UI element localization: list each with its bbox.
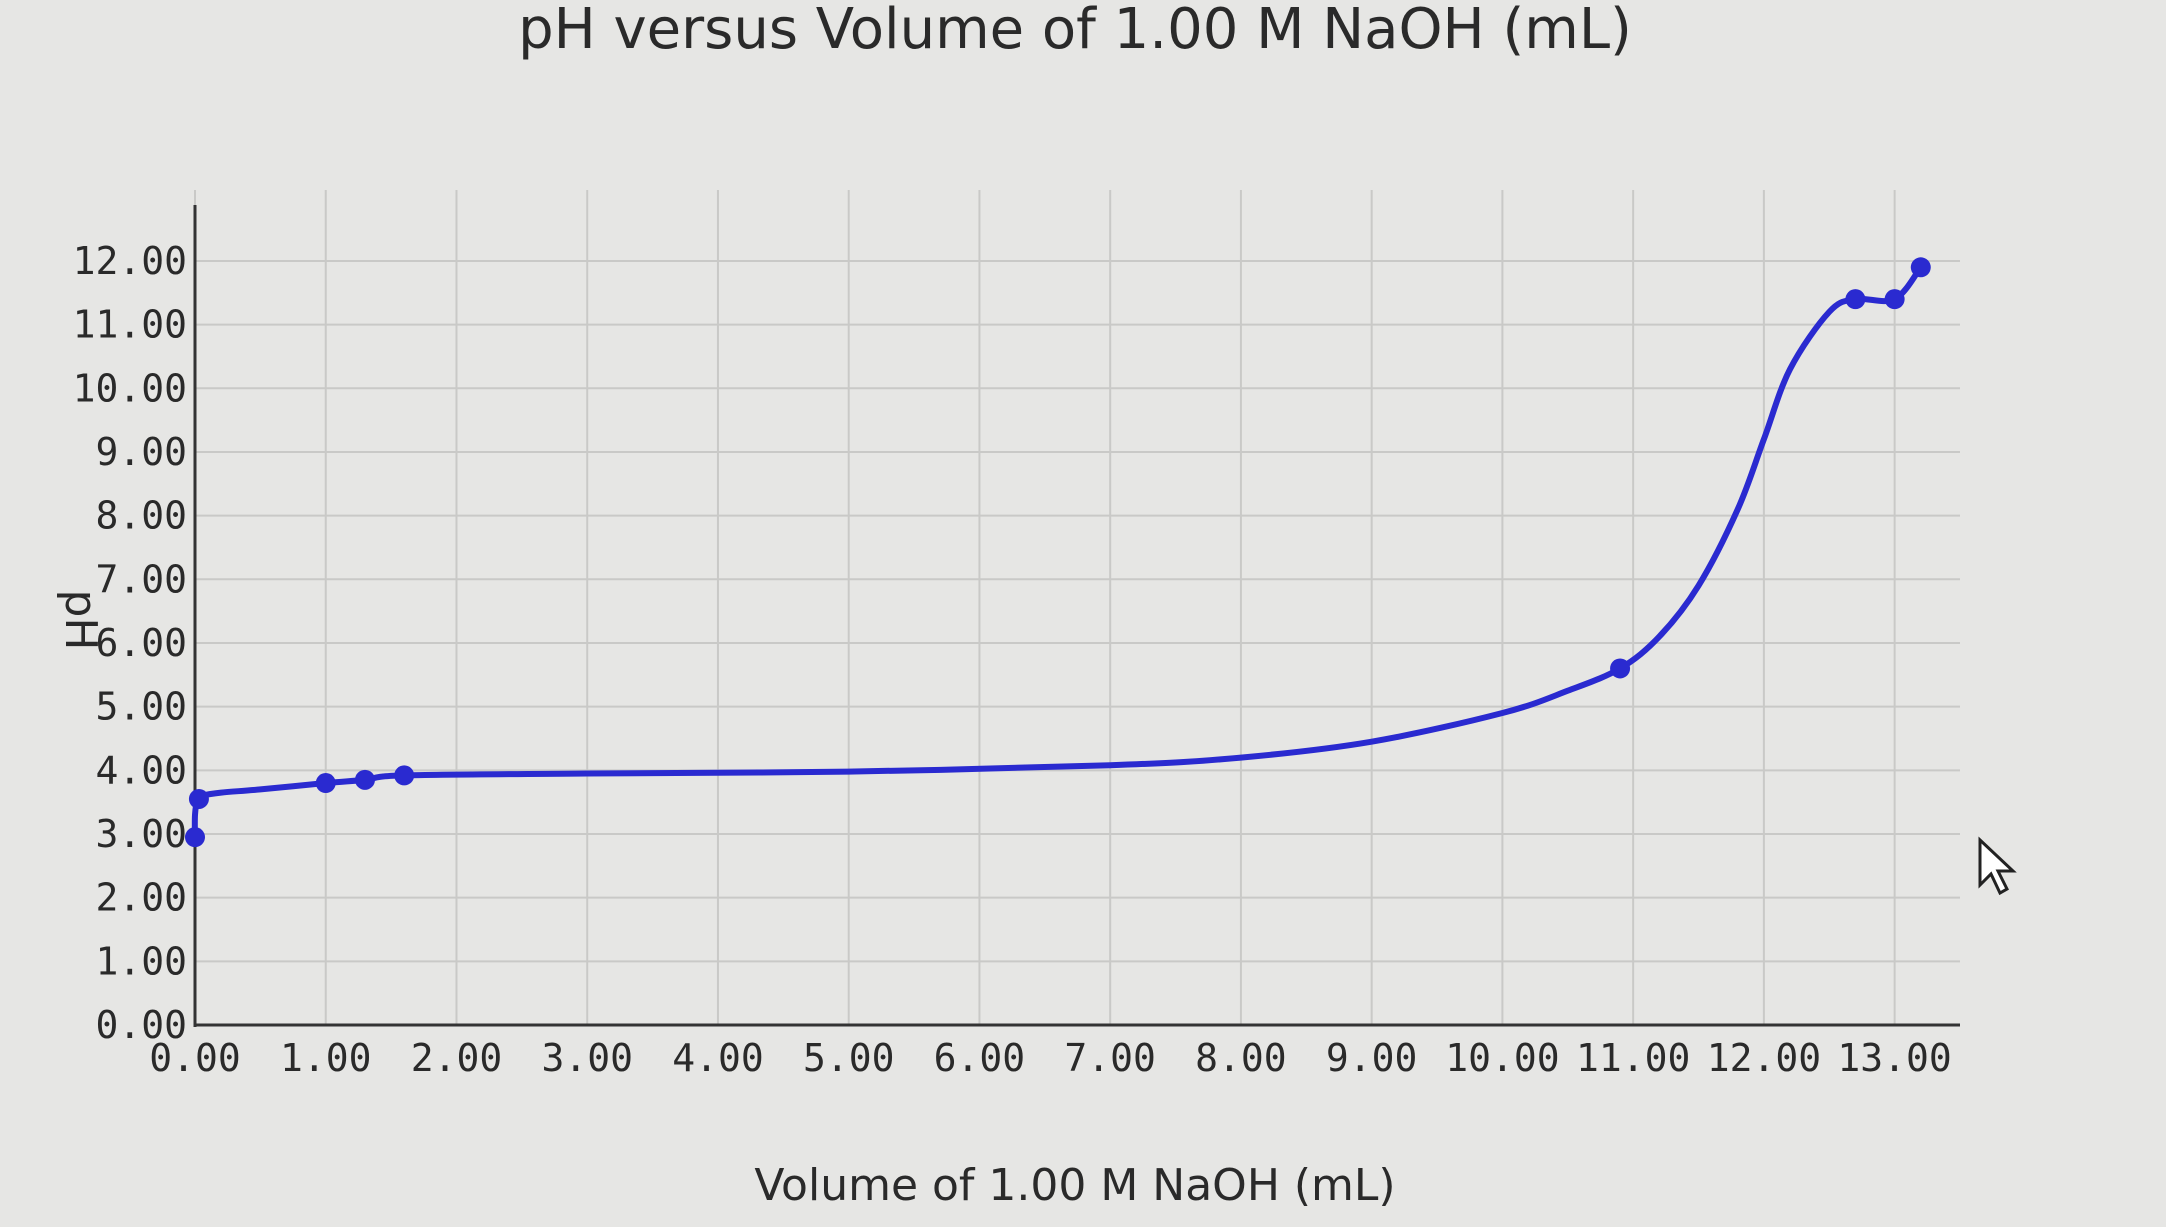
data-point bbox=[1845, 289, 1866, 310]
x-tick-label: 2.00 bbox=[411, 1036, 503, 1080]
x-tick-label: 6.00 bbox=[934, 1036, 1026, 1080]
y-tick-label: 1.00 bbox=[95, 939, 187, 983]
data-point bbox=[1910, 257, 1931, 278]
y-tick-label: 12.00 bbox=[73, 239, 187, 283]
tick-labels: 0.00 1.00 2.00 3.00 4.00 5.00 6.00 7.00 8.00 9.00… bbox=[73, 239, 1952, 1080]
mouse-cursor-icon bbox=[1978, 836, 2017, 896]
axes bbox=[193, 205, 1960, 1027]
x-tick-label: 12.00 bbox=[1707, 1036, 1821, 1080]
y-tick-label: 6.00 bbox=[95, 621, 187, 665]
y-tick-label: 10.00 bbox=[73, 366, 187, 410]
y-axis-label: pH bbox=[55, 589, 106, 650]
x-axis-label: Volume of 1.00 M NaOH (mL) bbox=[754, 1160, 1395, 1211]
x-tick-label: 3.00 bbox=[541, 1036, 633, 1080]
data-point bbox=[1610, 658, 1631, 679]
series-line-0 bbox=[191, 264, 1924, 844]
x-tick-label: 0.00 bbox=[149, 1036, 241, 1080]
chart-title: pH versus Volume of 1.00 M NaOH (mL) bbox=[518, 0, 1632, 62]
x-tick-label: 5.00 bbox=[803, 1036, 895, 1080]
y-tick-label: 8.00 bbox=[95, 494, 187, 538]
x-tick-label: 13.00 bbox=[1837, 1036, 1951, 1080]
x-tick-label: 11.00 bbox=[1576, 1036, 1690, 1080]
data-point bbox=[188, 788, 209, 809]
x-tick-label: 8.00 bbox=[1195, 1036, 1287, 1080]
y-tick-label: 0.00 bbox=[95, 1003, 187, 1047]
x-tick-label: 9.00 bbox=[1326, 1036, 1418, 1080]
y-tick-label: 4.00 bbox=[95, 748, 187, 792]
y-tick-label: 2.00 bbox=[95, 876, 187, 920]
y-tick-label: 5.00 bbox=[95, 685, 187, 729]
y-tick-label: 9.00 bbox=[95, 430, 187, 474]
y-tick-label: 7.00 bbox=[95, 557, 187, 601]
data-point bbox=[354, 769, 375, 790]
x-tick-label: 4.00 bbox=[672, 1036, 764, 1080]
x-tick-label: 1.00 bbox=[280, 1036, 372, 1080]
data-point bbox=[185, 827, 205, 848]
data-point bbox=[1884, 289, 1905, 310]
y-tick-label: 11.00 bbox=[73, 303, 187, 347]
data-point bbox=[394, 765, 415, 786]
grid bbox=[194, 190, 1960, 1026]
series bbox=[185, 257, 1931, 848]
y-tick-label: 3.00 bbox=[95, 812, 187, 856]
x-tick-label: 10.00 bbox=[1445, 1036, 1559, 1080]
data-point bbox=[315, 773, 336, 794]
x-tick-label: 7.00 bbox=[1064, 1036, 1156, 1080]
